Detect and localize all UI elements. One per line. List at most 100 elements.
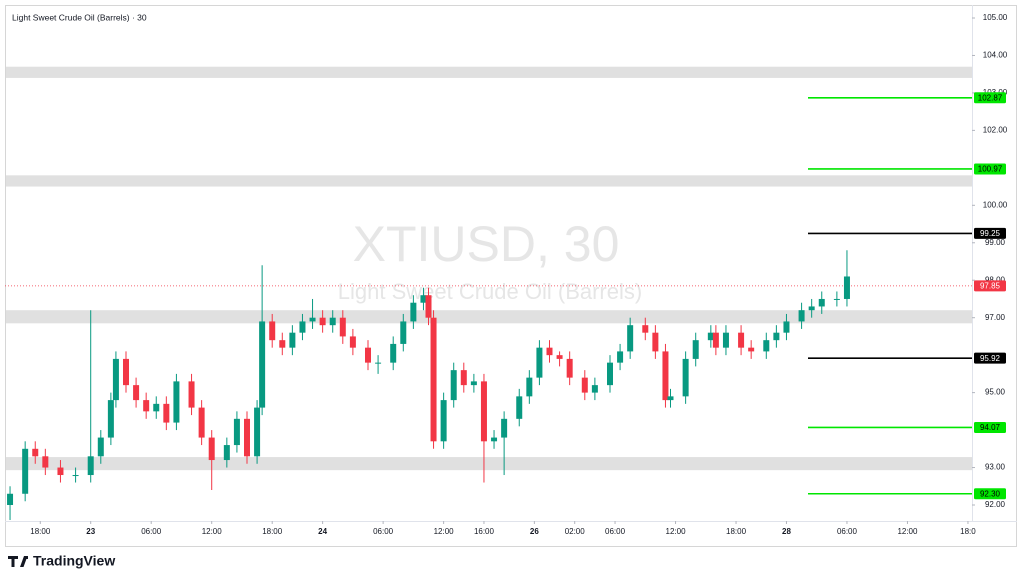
brand-name: TradingView xyxy=(33,553,115,569)
chart-frame xyxy=(5,5,1017,547)
candle-body xyxy=(112,358,119,401)
candle-body xyxy=(400,321,407,344)
candle-body xyxy=(748,347,755,352)
candle-body xyxy=(133,385,140,401)
candle-body xyxy=(591,385,598,393)
candle-body xyxy=(712,332,719,348)
zone xyxy=(6,66,972,78)
candle-body xyxy=(425,295,432,318)
level-tag xyxy=(974,488,1006,500)
candle-body xyxy=(707,332,714,341)
candle-body xyxy=(566,358,573,378)
level-tag xyxy=(974,421,1006,433)
zone xyxy=(6,175,972,187)
candle-body xyxy=(682,358,689,397)
candle-body xyxy=(667,396,674,401)
x-tick-label: 06:00 xyxy=(141,527,162,536)
level-label: 95.92 xyxy=(980,354,1001,363)
candle-body xyxy=(617,351,624,363)
zone xyxy=(6,457,972,471)
level-label: 102.87 xyxy=(978,93,1003,102)
candle-body xyxy=(501,418,508,438)
x-tick-label: 18:00 xyxy=(262,527,283,536)
candle-body xyxy=(480,381,487,442)
last-price-label: 97.85 xyxy=(980,281,1001,290)
candle-body xyxy=(188,381,195,408)
candle-body xyxy=(410,302,417,322)
candle-body xyxy=(339,317,346,337)
candle-body xyxy=(491,437,498,442)
y-tick-label: 99.00 xyxy=(985,238,1006,247)
candle-body xyxy=(289,332,296,348)
x-tick-label: 06:00 xyxy=(837,527,858,536)
candle-body xyxy=(329,317,336,326)
candle-body xyxy=(143,400,150,412)
brand-logo: TradingView xyxy=(8,553,115,569)
candle-body xyxy=(390,343,397,363)
y-tick-label: 93.00 xyxy=(985,463,1006,472)
candle-body xyxy=(808,306,815,311)
x-tick-label: 18:00 xyxy=(30,527,51,536)
level-tag xyxy=(974,227,1006,239)
watermark-subtitle: Light Sweet Crude Oil (Barrels) xyxy=(338,279,642,304)
candle-body xyxy=(430,317,437,442)
candle-body xyxy=(198,407,205,438)
x-tick-label: 02:00 xyxy=(565,527,586,536)
candle-body xyxy=(233,418,240,446)
x-tick-label: 26 xyxy=(530,527,539,536)
candle-body xyxy=(309,317,316,322)
candle-body xyxy=(254,407,261,457)
candle-body xyxy=(42,456,49,468)
y-tick-label: 105.00 xyxy=(983,13,1008,22)
candle-body xyxy=(738,332,745,348)
candle-body xyxy=(722,332,729,348)
y-tick-label: 104.00 xyxy=(983,51,1008,60)
x-tick-label: 24 xyxy=(318,527,327,536)
candle-body xyxy=(607,362,613,386)
candle-body xyxy=(662,351,669,401)
level-label: 100.97 xyxy=(978,165,1003,174)
candle-body xyxy=(818,298,825,307)
candle-body xyxy=(546,347,553,356)
x-tick-label: 18:0 xyxy=(960,527,976,536)
y-tick-label: 102.00 xyxy=(983,125,1008,134)
level-tag xyxy=(974,163,1006,175)
candle-body xyxy=(223,445,230,461)
candle-body xyxy=(153,403,160,412)
candle-body xyxy=(365,347,371,363)
x-tick-label: 06:00 xyxy=(605,527,626,536)
candle-body xyxy=(72,475,79,477)
chart-title: Light Sweet Crude Oil (Barrels) · 30 xyxy=(12,12,147,22)
candle-body xyxy=(440,400,447,442)
level-tag xyxy=(974,92,1006,104)
x-tick-label: 16:00 xyxy=(474,527,495,536)
last-price-tag xyxy=(974,280,1006,292)
x-tick-label: 18:00 xyxy=(726,527,747,536)
candle-body xyxy=(208,437,215,461)
x-tick-label: 06:00 xyxy=(373,527,394,536)
candle-body xyxy=(259,321,266,408)
candle-body xyxy=(57,467,64,476)
candle-body xyxy=(349,336,356,348)
candle-body xyxy=(123,358,129,386)
x-tick-label: 12:00 xyxy=(666,527,687,536)
candle-body xyxy=(7,493,14,505)
candle-body xyxy=(299,321,306,333)
candle-body xyxy=(692,340,699,359)
candle-body xyxy=(279,340,286,348)
candle-body xyxy=(319,317,326,326)
candle-body xyxy=(773,332,780,341)
candle-body xyxy=(536,347,543,378)
y-tick-label: 95.00 xyxy=(985,388,1006,397)
candle-body xyxy=(843,276,850,299)
y-tick-label: 97.00 xyxy=(985,313,1006,322)
candle-body xyxy=(244,418,250,457)
candle-body xyxy=(97,437,104,457)
candle-body xyxy=(173,381,180,423)
candle-body xyxy=(652,332,659,352)
zone xyxy=(6,310,972,324)
y-tick-label: 98.00 xyxy=(985,275,1006,284)
x-tick-label: 12:00 xyxy=(434,527,455,536)
x-tick-label: 12:00 xyxy=(897,527,918,536)
